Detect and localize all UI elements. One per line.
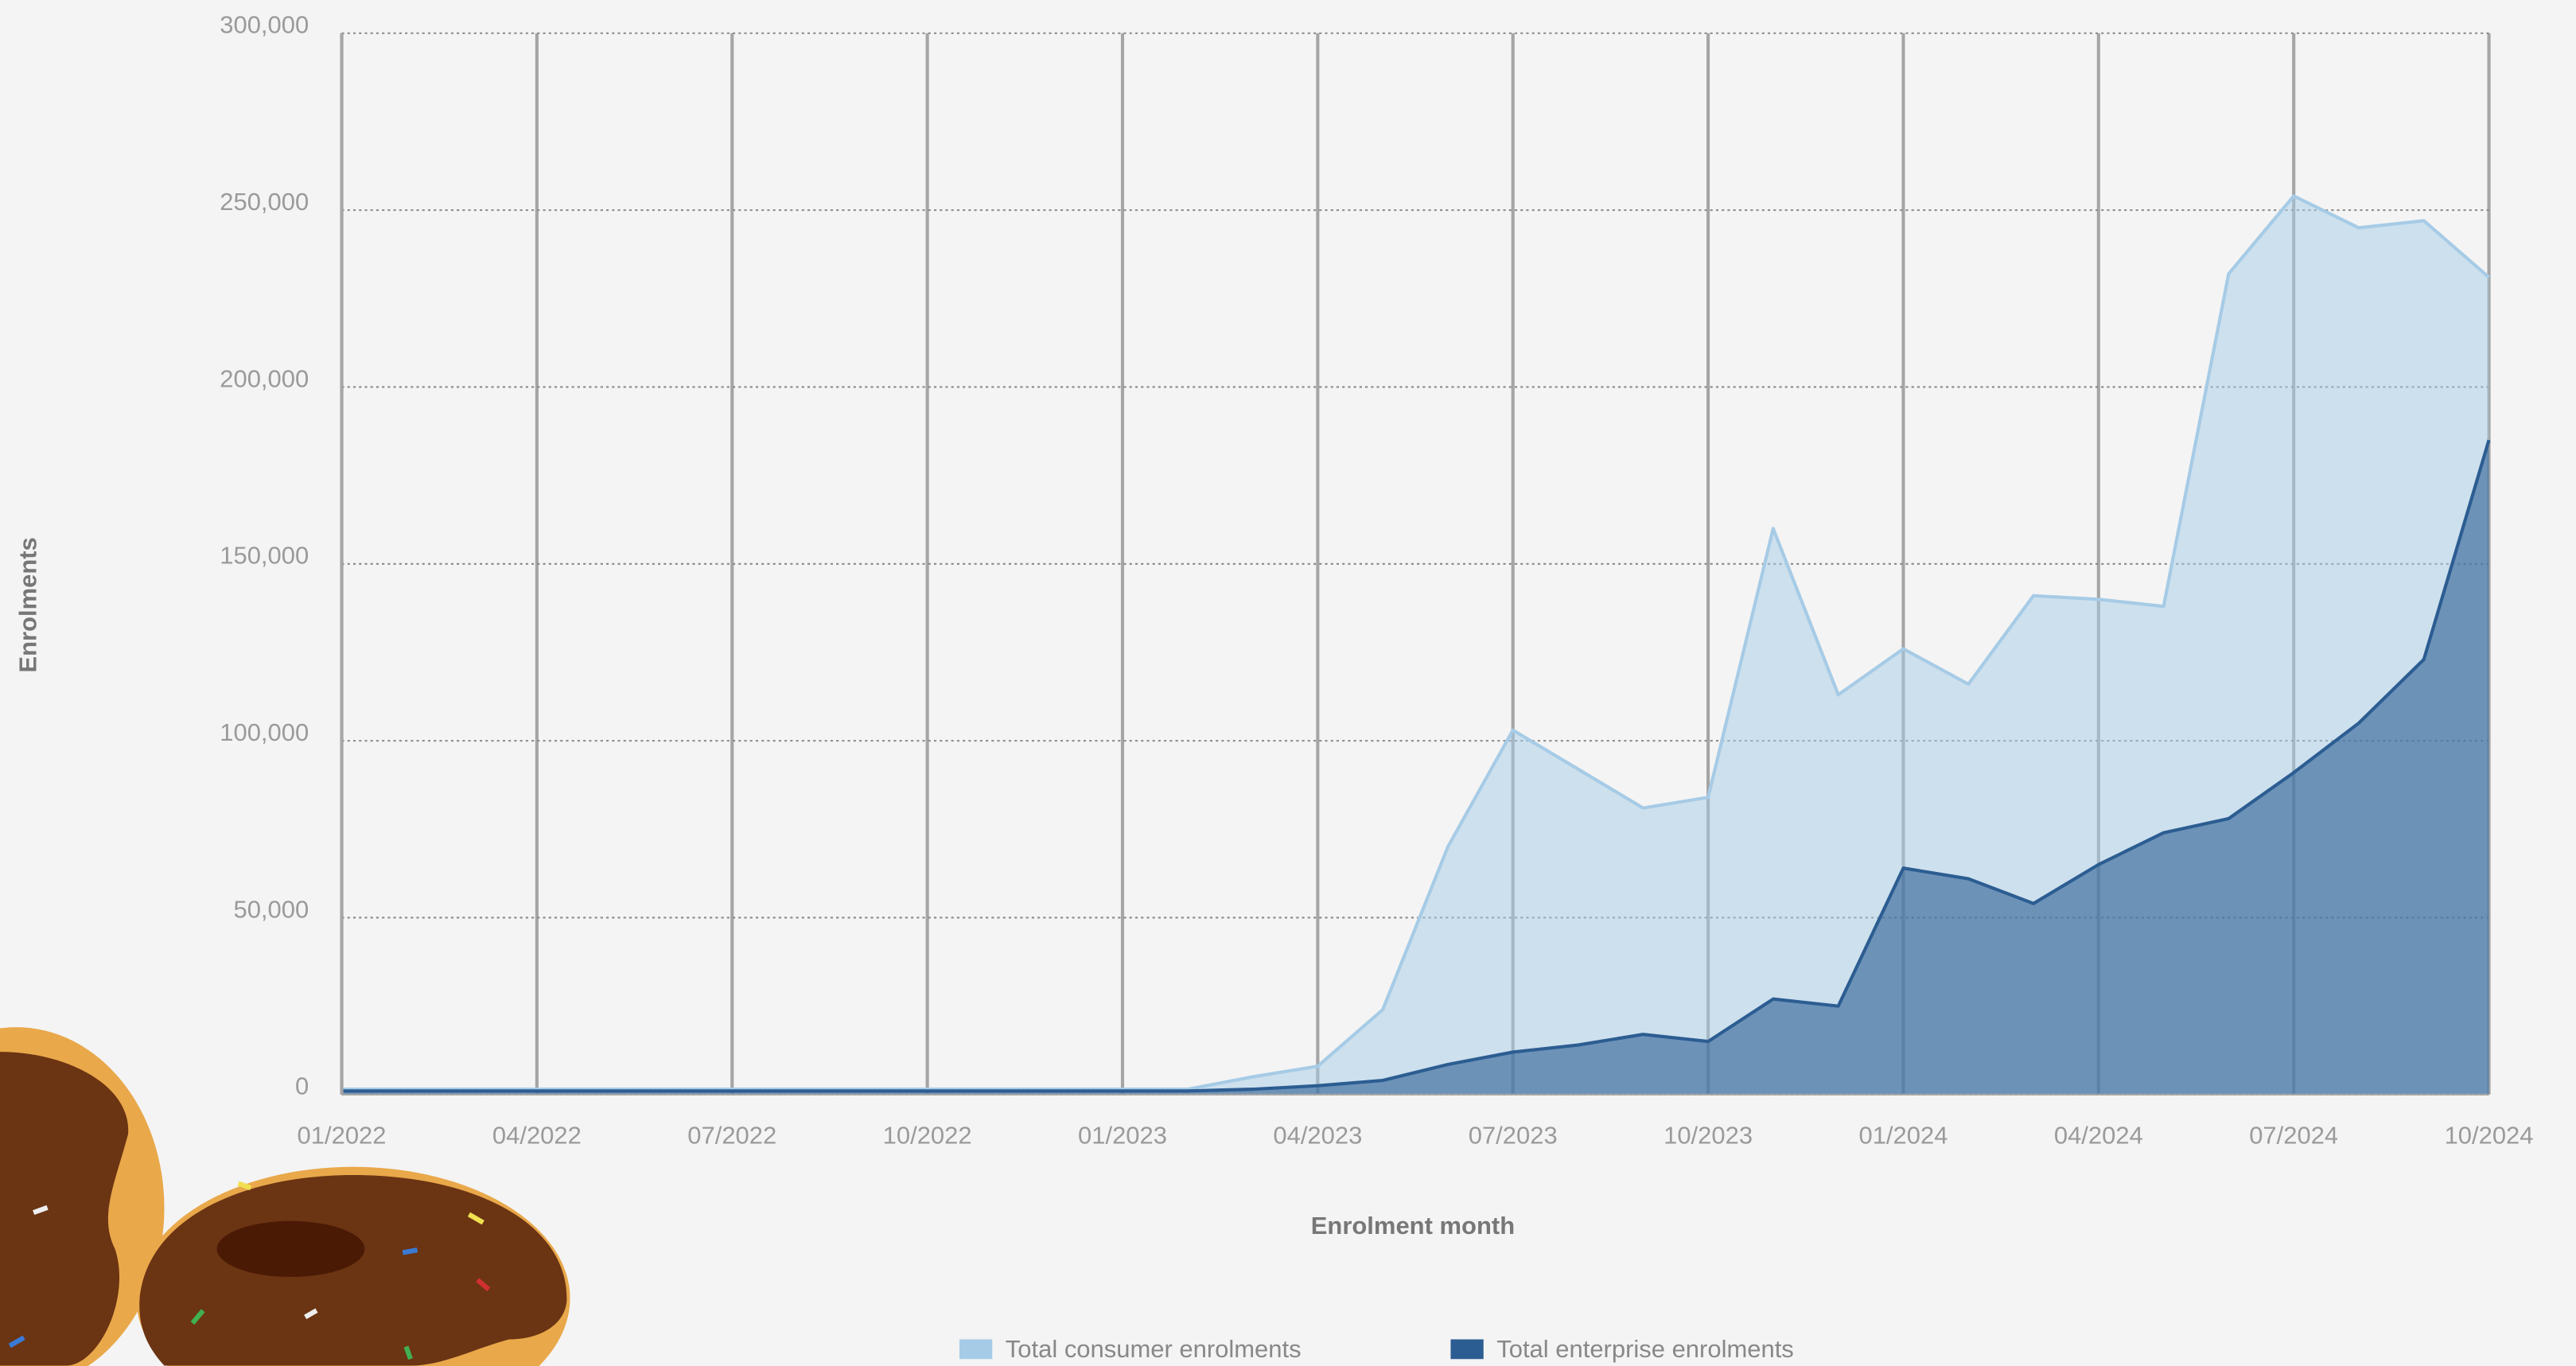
area <box>341 440 2489 1095</box>
x-tick-label: 07/2022 <box>687 1122 776 1150</box>
x-axis-title: Enrolment month <box>1311 1212 1515 1240</box>
line <box>341 194 2490 1092</box>
x-tick-label: 07/2023 <box>1469 1122 1558 1150</box>
y-tick-label: 250,000 <box>220 188 309 216</box>
x-tick-label: 10/2023 <box>1664 1122 1753 1150</box>
y-tick-label: 0 <box>295 1072 309 1100</box>
x-tick-label: 10/2024 <box>2445 1122 2534 1150</box>
y-tick-label: 150,000 <box>220 542 309 570</box>
legend-swatch <box>959 1339 993 1360</box>
line <box>341 439 2491 1093</box>
x-tick-label: 04/2022 <box>492 1122 582 1150</box>
y-tick-label: 100,000 <box>220 718 309 746</box>
y-tick-label: 50,000 <box>233 895 309 923</box>
x-tick-label: 07/2024 <box>2249 1122 2338 1150</box>
y-axis-title: Enrolments <box>14 537 41 672</box>
x-tick-label: 01/2022 <box>298 1122 387 1150</box>
legend-label: Total consumer enrolments <box>1006 1335 1302 1363</box>
x-tick-label: 10/2022 <box>883 1122 972 1150</box>
y-tick-label: 300,000 <box>220 11 309 39</box>
legend-swatch <box>1450 1339 1484 1360</box>
donut-decoration <box>0 1027 570 1366</box>
legend-label: Total enterprise enrolments <box>1496 1335 1794 1363</box>
x-tick-label: 01/2024 <box>1858 1122 1948 1150</box>
x-tick-label: 04/2023 <box>1273 1122 1362 1150</box>
y-tick-label: 200,000 <box>220 364 309 392</box>
x-tick-label: 04/2024 <box>2054 1122 2143 1150</box>
area <box>341 196 2489 1095</box>
x-tick-label: 01/2023 <box>1078 1122 1167 1150</box>
